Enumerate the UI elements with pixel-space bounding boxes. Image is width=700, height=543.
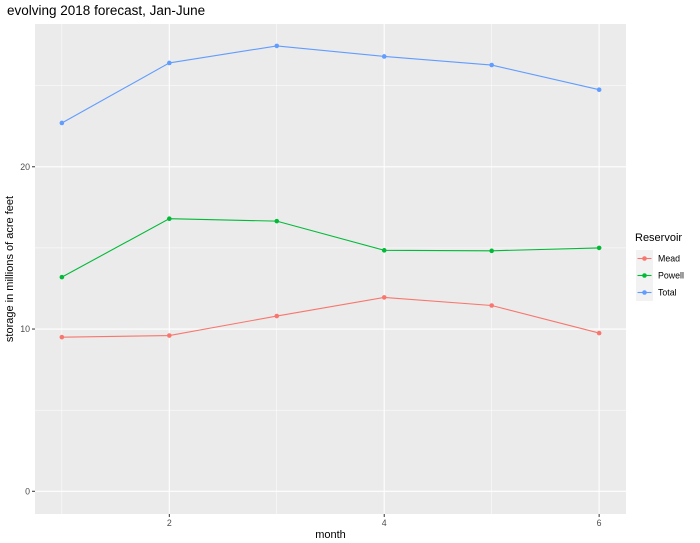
x-tick-label: 2 xyxy=(167,518,172,528)
data-point-powell xyxy=(596,245,602,251)
x-tick-label: 4 xyxy=(382,518,387,528)
data-point-mead xyxy=(59,334,65,340)
legend-label-total: Total xyxy=(658,288,677,298)
data-point-total xyxy=(274,43,280,49)
data-point-mead xyxy=(167,333,172,338)
x-axis-title: month xyxy=(315,529,346,541)
y-axis-title: storage in millions of acre feet xyxy=(4,196,16,342)
legend-key-point-powell xyxy=(642,273,647,278)
x-tick-label: 6 xyxy=(597,518,602,528)
data-point-total xyxy=(59,120,65,126)
series-line-mead xyxy=(61,296,600,338)
chart-title: evolving 2018 forecast, Jan-June xyxy=(7,3,205,18)
y-tick-label: 20 xyxy=(20,162,30,172)
data-point-mead xyxy=(274,313,280,319)
data-point-mead xyxy=(596,330,602,336)
data-point-mead xyxy=(489,303,494,308)
legend-label-mead: Mead xyxy=(658,254,680,264)
data-point-total xyxy=(167,60,172,66)
data-point-mead xyxy=(381,295,387,300)
series-line-powell xyxy=(61,218,600,278)
major-gridlines xyxy=(35,24,626,514)
data-point-total xyxy=(489,62,494,68)
data-point-powell xyxy=(167,216,172,222)
minor-gridlines xyxy=(35,24,626,514)
data-point-powell xyxy=(274,218,280,224)
data-point-powell xyxy=(59,274,65,280)
y-tick-label: 0 xyxy=(25,486,30,496)
legend-title: Reservoir xyxy=(635,232,682,244)
y-tick-label: 10 xyxy=(20,324,30,334)
legend-key-point-total xyxy=(642,290,647,295)
legend-key-point-mead xyxy=(642,256,647,261)
data-point-powell xyxy=(381,248,387,253)
plot-panel xyxy=(35,24,626,514)
series-layer xyxy=(59,43,602,340)
data-point-powell xyxy=(489,248,494,254)
series-line-total xyxy=(61,45,600,124)
data-point-total xyxy=(381,54,387,59)
legend: Reservoir Mead Powell Total xyxy=(635,232,684,301)
axes: 2 4 6 0 10 20 xyxy=(20,162,601,528)
legend-label-powell: Powell xyxy=(658,271,684,281)
data-point-total xyxy=(596,87,602,93)
